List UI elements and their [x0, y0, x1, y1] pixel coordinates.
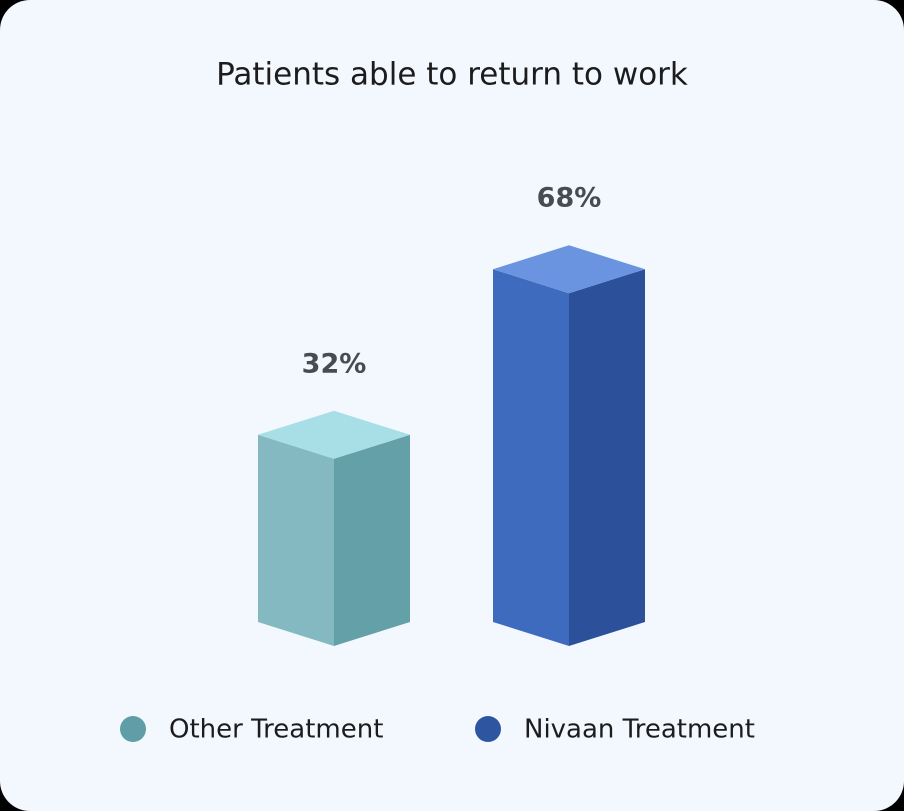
bar-right-face	[569, 269, 645, 646]
bar-top-face	[258, 410, 410, 459]
legend-marker	[475, 716, 501, 742]
legend-marker	[120, 716, 146, 742]
value-label: 68%	[537, 183, 602, 214]
bar	[493, 245, 645, 646]
bar	[258, 410, 410, 646]
bar-left-face	[493, 269, 569, 646]
legend-label: Nivaan Treatment	[524, 715, 755, 745]
value-label: 32%	[302, 348, 367, 379]
chart-title: Patients able to return to work	[216, 57, 688, 93]
bar-top-face	[493, 245, 645, 294]
bar-left-face	[258, 434, 334, 646]
legend-label: Other Treatment	[169, 715, 383, 745]
bar-right-face	[334, 434, 410, 646]
